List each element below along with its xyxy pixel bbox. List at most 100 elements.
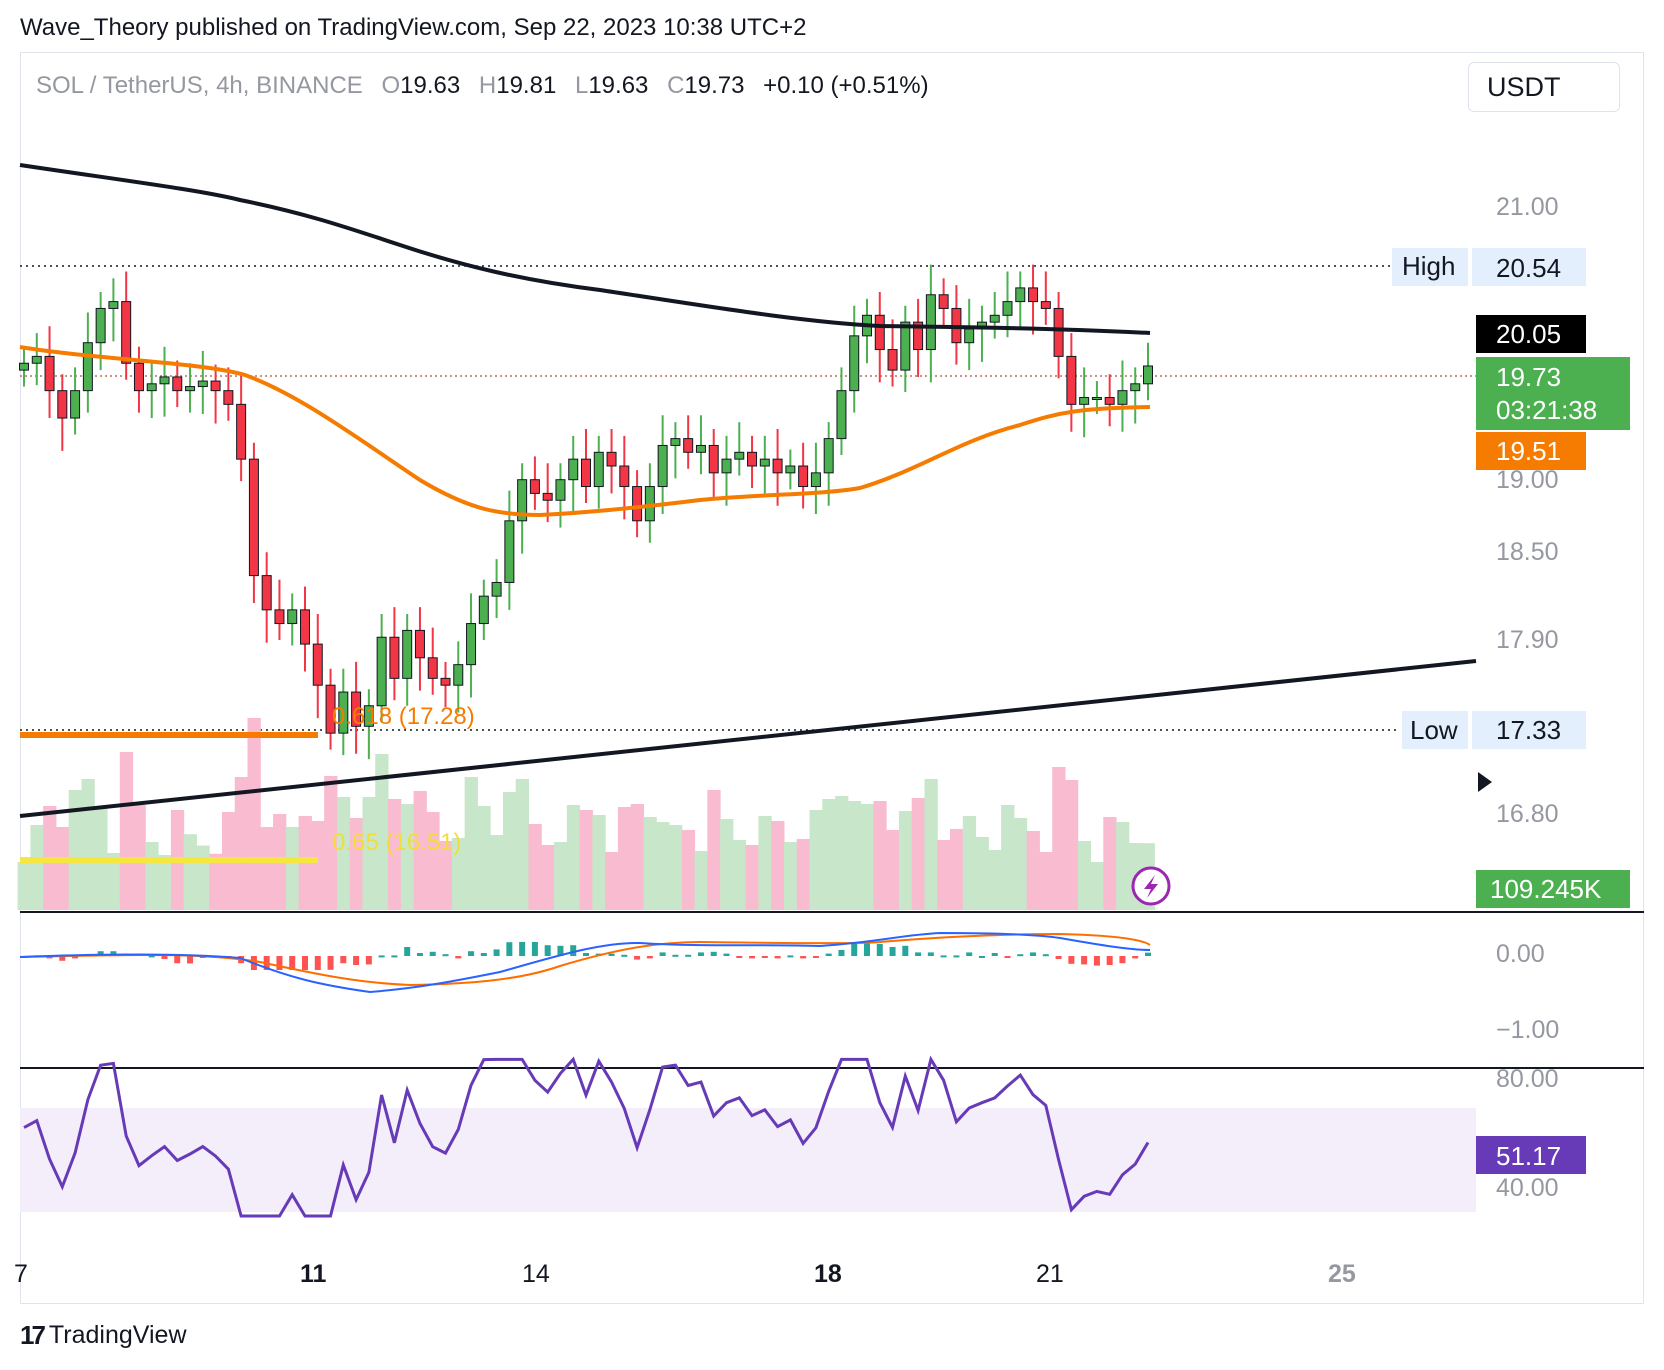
candle[interactable]	[632, 486, 643, 522]
candle[interactable]	[185, 386, 196, 392]
symbol-label[interactable]: SOL / TetherUS, 4h, BINANCE	[36, 72, 363, 99]
candle[interactable]	[581, 458, 591, 488]
scroll-right-icon[interactable]	[1478, 772, 1492, 792]
ascending-trendline[interactable]	[19, 659, 1477, 818]
candle[interactable]	[1104, 397, 1115, 405]
candle[interactable]	[376, 636, 387, 707]
candle[interactable]	[887, 349, 898, 371]
candle[interactable]	[670, 438, 681, 446]
candle[interactable]	[708, 444, 719, 474]
candle[interactable]	[810, 472, 821, 488]
candle[interactable]	[351, 691, 362, 727]
candle[interactable]	[695, 444, 706, 453]
candle[interactable]	[70, 390, 81, 419]
candle[interactable]	[1053, 307, 1064, 357]
candle[interactable]	[823, 438, 834, 474]
candle[interactable]	[236, 403, 247, 460]
candle[interactable]	[734, 451, 745, 460]
candle[interactable]	[210, 380, 221, 392]
candle[interactable]	[146, 383, 157, 392]
candle[interactable]	[261, 575, 272, 611]
candle[interactable]	[287, 609, 298, 625]
candle[interactable]	[491, 581, 502, 597]
candle[interactable]	[1002, 301, 1013, 316]
brand: 17 TradingView	[20, 1320, 187, 1351]
candle[interactable]	[747, 451, 758, 467]
candle[interactable]	[989, 314, 1000, 323]
macd-histogram-bar	[289, 956, 296, 970]
currency-button[interactable]: USDT	[1468, 62, 1620, 112]
macd-histogram-bar	[480, 953, 487, 956]
volume-bar	[886, 830, 900, 910]
candle[interactable]	[938, 294, 949, 309]
candle[interactable]	[223, 390, 234, 405]
candle[interactable]	[772, 458, 783, 474]
candle[interactable]	[1079, 397, 1090, 405]
candle[interactable]	[874, 314, 885, 351]
candle[interactable]	[913, 321, 924, 351]
candle[interactable]	[657, 444, 668, 488]
candle[interactable]	[466, 623, 477, 666]
candle[interactable]	[1117, 390, 1128, 405]
candle[interactable]	[606, 451, 617, 467]
candle[interactable]	[1066, 355, 1077, 405]
candle[interactable]	[95, 307, 106, 344]
candle[interactable]	[172, 376, 183, 392]
candle[interactable]	[453, 664, 464, 686]
candle[interactable]	[248, 458, 259, 577]
candle[interactable]	[478, 595, 489, 625]
candle[interactable]	[925, 294, 936, 351]
candle[interactable]	[1028, 287, 1039, 303]
candle[interactable]	[363, 705, 374, 727]
candle[interactable]	[721, 458, 732, 474]
candle[interactable]	[427, 657, 438, 679]
candle[interactable]	[619, 465, 630, 488]
candle[interactable]	[900, 321, 911, 371]
candle[interactable]	[542, 492, 553, 501]
candle[interactable]	[402, 629, 413, 679]
candle[interactable]	[759, 458, 770, 467]
candle[interactable]	[1143, 365, 1153, 385]
candle[interactable]	[197, 380, 208, 388]
candle[interactable]	[785, 465, 796, 474]
candle[interactable]	[1015, 287, 1026, 303]
candle[interactable]	[159, 376, 170, 385]
candle[interactable]	[568, 458, 579, 481]
candle[interactable]	[440, 677, 451, 686]
candle[interactable]	[1130, 383, 1141, 392]
candle[interactable]	[31, 355, 42, 364]
candle[interactable]	[517, 479, 528, 522]
candle[interactable]	[57, 390, 68, 419]
candle[interactable]	[414, 629, 425, 659]
candle[interactable]	[683, 438, 694, 453]
candle[interactable]	[836, 390, 847, 440]
macd-histogram-bar	[557, 945, 564, 956]
candle[interactable]	[108, 301, 119, 309]
lightning-icon[interactable]	[1131, 866, 1171, 906]
candle[interactable]	[798, 465, 809, 488]
candle[interactable]	[312, 643, 323, 686]
ema200-line[interactable]	[19, 163, 1151, 335]
candle[interactable]	[555, 479, 566, 501]
ema50-line[interactable]	[19, 345, 1151, 518]
candles	[19, 264, 1153, 760]
candle[interactable]	[1091, 397, 1102, 400]
candle[interactable]	[44, 355, 55, 392]
candle[interactable]	[389, 636, 400, 679]
candle[interactable]	[849, 335, 860, 392]
candle[interactable]	[82, 342, 93, 392]
candle[interactable]	[1040, 301, 1051, 309]
candle[interactable]	[19, 362, 29, 371]
candle[interactable]	[593, 451, 604, 488]
candle[interactable]	[300, 609, 310, 645]
candle[interactable]	[133, 362, 144, 392]
candle[interactable]	[529, 479, 540, 494]
candle[interactable]	[504, 520, 515, 583]
macd-histogram-bar	[685, 954, 692, 957]
candle[interactable]	[338, 691, 349, 734]
candle[interactable]	[325, 684, 336, 734]
candle[interactable]	[964, 328, 975, 344]
candle[interactable]	[274, 609, 285, 625]
candle[interactable]	[121, 301, 132, 364]
